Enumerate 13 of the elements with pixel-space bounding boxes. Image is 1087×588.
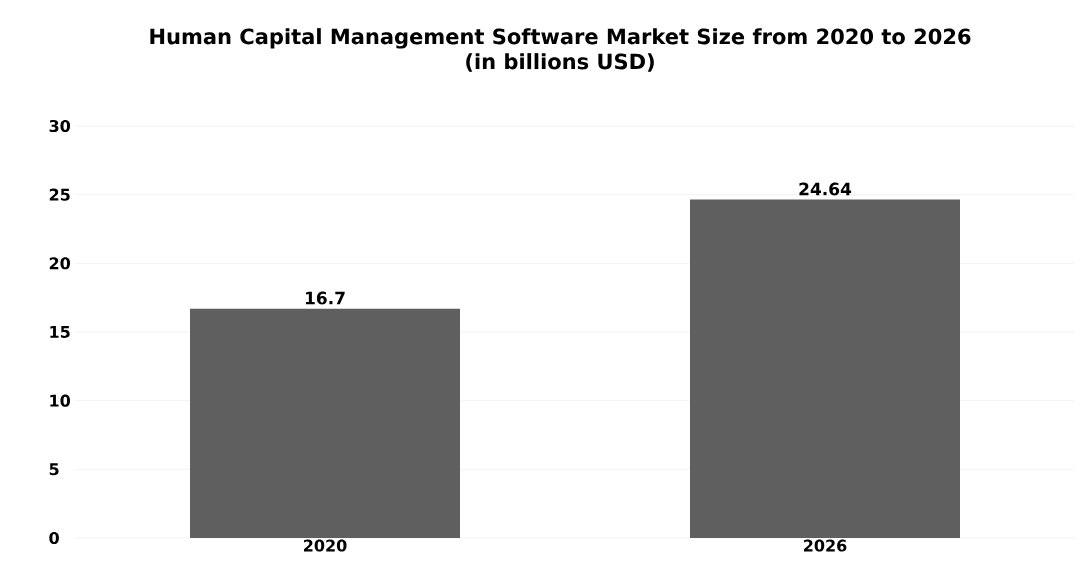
x-tick-label: 2026 [804,539,847,552]
y-tick-label: 15 [50,326,70,338]
y-tick-label: 25 [49,188,70,201]
y-tick-label: 10 [50,394,71,407]
y-tick-label: 20 [49,257,71,270]
x-tick-label: 2020 [304,539,347,552]
data-label: 16.7 [305,291,345,305]
chart-subtitle: (in billions USD) [466,53,654,72]
y-tick-label: 5 [49,463,59,476]
chart-title: Human Capital Management Software Market Size from 2020 to 2026 [150,28,971,49]
data-label: 24.64 [799,182,852,196]
y-tick-label: 30 [49,119,71,133]
y-tick-label: 0 [49,531,59,545]
